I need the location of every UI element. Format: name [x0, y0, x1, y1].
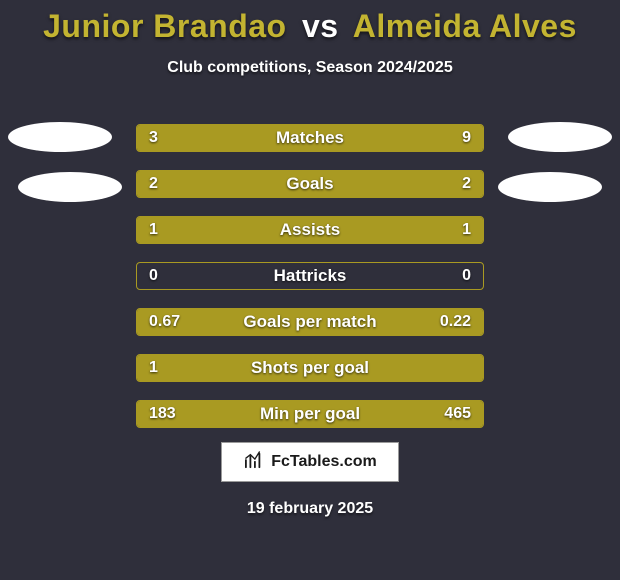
branding-text: FcTables.com [271, 453, 377, 471]
title-player2: Almeida Alves [353, 8, 577, 44]
stat-fill-right [310, 171, 483, 197]
page-title: Junior Brandao vs Almeida Alves [0, 0, 620, 45]
stat-value-left: 183 [149, 405, 176, 423]
stat-label: Matches [276, 128, 344, 148]
stat-row: 0.67 0.22 Goals per match [136, 308, 484, 336]
stat-value-left: 1 [149, 221, 158, 239]
stat-value-right: 0.22 [440, 313, 471, 331]
stat-fill-left [137, 171, 310, 197]
stat-value-right: 2 [462, 175, 471, 193]
stat-label: Shots per goal [251, 358, 369, 378]
stat-label: Goals per match [243, 312, 376, 332]
player2-badge-placeholder-2 [498, 172, 602, 202]
stat-value-left: 0 [149, 267, 158, 285]
stat-value-right: 465 [444, 405, 471, 423]
stat-value-right: 0 [462, 267, 471, 285]
stat-row: 183 465 Min per goal [136, 400, 484, 428]
chart-icon [243, 451, 265, 474]
date-text: 19 february 2025 [247, 500, 373, 518]
stat-label: Min per goal [260, 404, 360, 424]
stat-value-left: 1 [149, 359, 158, 377]
stat-row: 1 Shots per goal [136, 354, 484, 382]
stat-value-left: 3 [149, 129, 158, 147]
player2-badge-placeholder-1 [508, 122, 612, 152]
stat-label: Goals [286, 174, 333, 194]
stat-label: Assists [280, 220, 340, 240]
player1-badge-placeholder-2 [18, 172, 122, 202]
title-vs: vs [302, 8, 339, 44]
stat-row: 0 0 Hattricks [136, 262, 484, 290]
stat-fill-right [224, 125, 484, 151]
player1-badge-placeholder-1 [8, 122, 112, 152]
title-player1: Junior Brandao [43, 8, 286, 44]
stat-value-right: 9 [462, 129, 471, 147]
branding-badge[interactable]: FcTables.com [221, 442, 399, 482]
stat-row: 3 9 Matches [136, 124, 484, 152]
stats-container: 3 9 Matches 2 2 Goals 1 1 Assists 0 0 Hattricks 0.67… [136, 124, 484, 446]
stat-value-left: 2 [149, 175, 158, 193]
subtitle: Club competitions, Season 2024/2025 [0, 59, 620, 77]
stat-value-left: 0.67 [149, 313, 180, 331]
stat-value-right: 1 [462, 221, 471, 239]
stat-row: 2 2 Goals [136, 170, 484, 198]
stat-label: Hattricks [274, 266, 347, 286]
stat-row: 1 1 Assists [136, 216, 484, 244]
